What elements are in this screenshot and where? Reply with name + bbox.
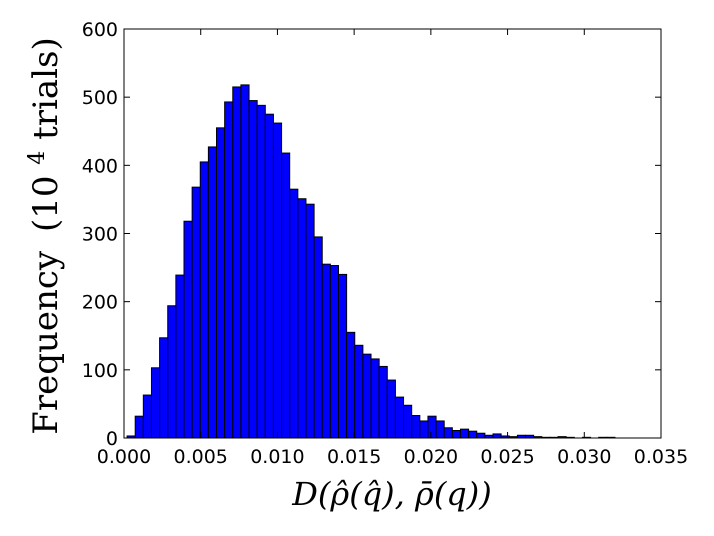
y-axis-label-main: Frequency	[26, 250, 66, 435]
histogram-bar	[370, 358, 380, 439]
histogram-bar	[362, 353, 372, 439]
histogram-bar	[337, 273, 348, 439]
y-axis-label-paren-close: trials)	[26, 37, 66, 140]
histogram-bar	[459, 428, 470, 439]
histogram-bar	[256, 104, 266, 439]
histogram-bar	[216, 127, 226, 439]
x-axis-label: D(ρ̂(q̂), ρ̄(q))	[291, 475, 492, 513]
histogram-bar	[232, 86, 242, 439]
x-tick-label: 0.000	[97, 446, 151, 468]
histogram-bar	[272, 122, 283, 439]
histogram-bar	[313, 236, 323, 439]
histogram-bar	[191, 186, 201, 439]
y-tick-label: 300	[82, 224, 118, 246]
y-tick-label: 600	[82, 19, 118, 41]
histogram-bar	[427, 415, 437, 439]
histogram-bar	[134, 415, 144, 439]
histogram-bar	[183, 220, 193, 439]
x-tick-label: 0.010	[250, 446, 304, 468]
axis-tick-labels: 0.000 0.005 0.010 0.015 0.020 0.025 0.030 0.035…	[82, 19, 688, 468]
histogram-bar	[207, 146, 218, 439]
histogram-bar	[394, 396, 405, 439]
histogram-bar	[224, 101, 234, 439]
histogram-bar	[346, 331, 356, 439]
y-axis-label: Frequency (10 4 trials)	[13, 37, 66, 435]
histogram-bars	[126, 84, 616, 439]
x-tick-label: 0.005	[174, 446, 228, 468]
y-axis-label-paren-open: (10	[26, 176, 66, 233]
histogram-bar	[419, 420, 429, 439]
histogram-bar	[150, 367, 161, 439]
y-tick-label: 200	[82, 292, 118, 314]
histogram-bar	[403, 404, 413, 439]
histogram-bar	[354, 344, 364, 439]
y-tick-label: 100	[82, 360, 118, 382]
y-axis-label-exponent: 4	[25, 151, 50, 165]
axis-ticks	[123, 28, 662, 439]
x-tick-label: 0.035	[634, 446, 688, 468]
histogram-bar	[159, 337, 169, 439]
histogram-bar	[386, 379, 396, 439]
histogram-bar	[443, 427, 453, 439]
histogram-bar	[435, 420, 445, 439]
histogram-bar	[240, 84, 250, 439]
histogram-bar	[476, 432, 486, 439]
histogram-bar	[378, 365, 388, 439]
x-tick-label: 0.030	[557, 446, 611, 468]
x-tick-label: 0.015	[327, 446, 381, 468]
histogram-bar	[167, 305, 177, 439]
y-tick-label: 400	[82, 155, 118, 177]
y-tick-label: 0	[106, 428, 118, 450]
histogram-bar	[468, 430, 478, 439]
histogram-bar	[142, 394, 152, 439]
histogram-bar	[175, 274, 185, 439]
histogram-bar	[411, 415, 421, 439]
histogram-bar	[329, 265, 339, 439]
svg-text:Frequency (10 4: Frequency (10 4 trials)	[13, 37, 66, 435]
histogram-bar	[248, 100, 258, 439]
histogram-bar	[492, 433, 502, 439]
histogram-bar	[305, 203, 315, 439]
histogram-bar	[289, 188, 299, 439]
histogram-bar	[264, 113, 274, 439]
y-tick-label: 500	[82, 87, 118, 109]
histogram-bar	[297, 198, 307, 439]
x-tick-label: 0.020	[404, 446, 458, 468]
histogram-bar	[199, 161, 209, 439]
x-tick-label: 0.025	[480, 446, 534, 468]
histogram-bar	[321, 263, 331, 439]
histogram-bar	[451, 430, 461, 439]
histogram-bar	[281, 152, 291, 439]
